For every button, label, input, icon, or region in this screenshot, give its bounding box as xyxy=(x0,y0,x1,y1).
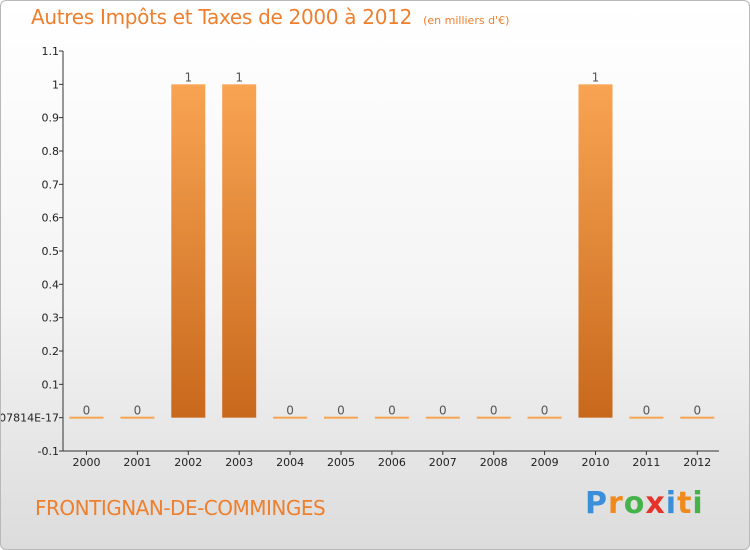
logo-letter: P xyxy=(585,486,608,521)
y-tick-label: 1 xyxy=(52,78,59,91)
bar-2011 xyxy=(629,416,664,419)
bar-2009 xyxy=(527,416,562,419)
data-label-2012: 0 xyxy=(693,404,701,418)
x-tick-label: 2004 xyxy=(276,456,304,469)
logo-letter: x xyxy=(645,486,666,521)
y-tick-label: 0.9 xyxy=(42,112,60,125)
data-label-2005: 0 xyxy=(337,404,345,418)
y-tick-label: -0.1 xyxy=(38,445,59,458)
bar-2010 xyxy=(578,84,613,418)
x-tick-label: 2006 xyxy=(378,456,406,469)
y-axis: 1.1 1 0.9 0.8 0.7 0.6 0.5 0.4 0.3 0.2 0.1 -1.387778… xyxy=(1,45,64,458)
logo-letter: o xyxy=(623,486,646,521)
data-label-2008: 0 xyxy=(490,404,498,418)
x-tick-label: 2005 xyxy=(327,456,355,469)
bar-2004 xyxy=(273,416,308,419)
y-tick-label: 0.3 xyxy=(42,312,60,325)
x-tick-label: 2010 xyxy=(582,456,610,469)
title-row: Autres Impôts et Taxes de 2000 à 2012 (e… xyxy=(31,5,509,29)
y-tick-label: 0.8 xyxy=(42,145,60,158)
data-label-2006: 0 xyxy=(388,404,396,418)
data-label-2007: 0 xyxy=(439,404,447,418)
x-tick-label: 2007 xyxy=(429,456,457,469)
x-tick-label: 2001 xyxy=(123,456,151,469)
x-tick-label: 2008 xyxy=(480,456,508,469)
data-label-2010: 1 xyxy=(592,70,600,84)
y-tick-label: 0.5 xyxy=(42,245,60,258)
bar-2007 xyxy=(425,416,460,419)
bar-2000 xyxy=(69,416,104,419)
chart-unit: (en milliers d'€) xyxy=(423,14,510,27)
x-axis: 2000 2001 2002 2003 2004 2005 2006 2007 2008 2009… xyxy=(63,450,719,469)
bar-2003 xyxy=(222,84,257,418)
x-tick-label: 2002 xyxy=(174,456,202,469)
proxiti-logo: Proxiti xyxy=(585,486,704,521)
bars: 0 0 1 1 0 0 0 0 0 0 1 0 0 xyxy=(69,70,715,419)
bar-2001 xyxy=(120,416,155,419)
y-tick-label: 0.4 xyxy=(42,278,60,291)
x-tick-label: 2009 xyxy=(531,456,559,469)
x-tick-label: 2011 xyxy=(632,456,660,469)
data-label-2002: 1 xyxy=(184,70,192,84)
data-label-2001: 0 xyxy=(134,404,142,418)
data-label-2000: 0 xyxy=(83,404,91,418)
logo-letter: t xyxy=(677,486,693,521)
data-label-2004: 0 xyxy=(286,404,294,418)
data-label-2011: 0 xyxy=(643,404,651,418)
bar-2006 xyxy=(374,416,409,419)
chart-title: Autres Impôts et Taxes de 2000 à 2012 xyxy=(31,5,412,29)
data-label-2003: 1 xyxy=(235,70,243,84)
data-label-2009: 0 xyxy=(541,404,549,418)
logo-letter: r xyxy=(608,486,624,521)
x-tick-label: 2012 xyxy=(683,456,711,469)
bar-2002 xyxy=(171,84,206,418)
commune-name: FRONTIGNAN-DE-COMMINGES xyxy=(35,496,326,520)
y-tick-label: 0.2 xyxy=(42,345,60,358)
bar-2012 xyxy=(680,416,715,419)
bar-2008 xyxy=(476,416,511,419)
y-tick-label: 0.6 xyxy=(42,212,60,225)
logo-letter: i xyxy=(692,486,704,521)
y-tick-label: 0.7 xyxy=(42,178,60,191)
logo-letter: i xyxy=(665,486,678,521)
bar-2005 xyxy=(324,416,358,419)
x-tick-label: 2000 xyxy=(73,456,101,469)
y-tick-label: 1.1 xyxy=(42,45,60,58)
y-tick-label: -1.3877787807814E-17 xyxy=(1,412,59,425)
y-tick-label: 0.1 xyxy=(42,378,60,391)
x-tick-label: 2003 xyxy=(225,456,253,469)
